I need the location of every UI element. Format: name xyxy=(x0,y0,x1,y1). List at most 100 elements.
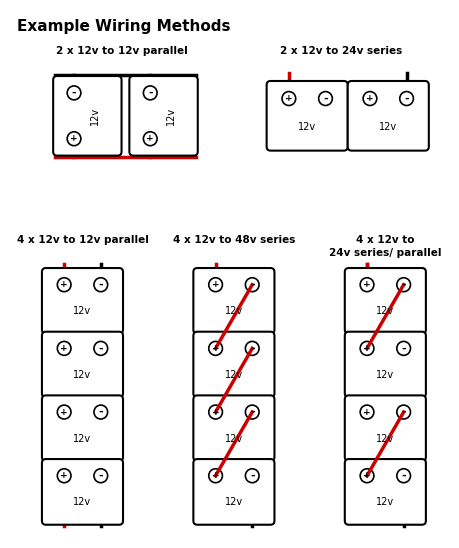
FancyBboxPatch shape xyxy=(42,268,123,334)
Text: 2 x 12v to 24v series: 2 x 12v to 24v series xyxy=(280,46,402,56)
Circle shape xyxy=(57,469,71,483)
Text: 4 x 12v to 48v series: 4 x 12v to 48v series xyxy=(172,235,295,245)
Circle shape xyxy=(359,469,373,483)
Text: 12v: 12v xyxy=(224,306,242,316)
Circle shape xyxy=(94,469,107,483)
Circle shape xyxy=(67,132,81,146)
Text: +: + xyxy=(70,134,78,143)
FancyBboxPatch shape xyxy=(344,395,425,461)
Text: 12v: 12v xyxy=(224,433,242,443)
FancyBboxPatch shape xyxy=(193,332,274,397)
FancyBboxPatch shape xyxy=(193,268,274,334)
Circle shape xyxy=(359,278,373,292)
Text: +: + xyxy=(285,94,292,103)
Text: +: + xyxy=(211,408,219,416)
Circle shape xyxy=(57,405,71,419)
Text: 12v: 12v xyxy=(297,122,315,132)
FancyBboxPatch shape xyxy=(266,81,347,151)
Text: -: - xyxy=(249,471,254,481)
FancyBboxPatch shape xyxy=(344,459,425,525)
FancyBboxPatch shape xyxy=(344,268,425,334)
Circle shape xyxy=(318,92,331,106)
Text: +: + xyxy=(365,94,373,103)
Text: -: - xyxy=(400,279,405,290)
Text: 4 x 12v to 12v parallel: 4 x 12v to 12v parallel xyxy=(17,235,148,245)
Circle shape xyxy=(245,405,258,419)
Circle shape xyxy=(208,405,222,419)
Text: -: - xyxy=(72,88,76,98)
Text: 12v: 12v xyxy=(375,433,393,443)
FancyBboxPatch shape xyxy=(42,395,123,461)
Circle shape xyxy=(396,341,409,355)
Text: -: - xyxy=(98,471,103,481)
Circle shape xyxy=(245,341,258,355)
Text: 12v: 12v xyxy=(166,107,176,125)
FancyBboxPatch shape xyxy=(53,76,121,156)
Text: 12v: 12v xyxy=(378,122,397,132)
Text: +: + xyxy=(211,280,219,289)
Circle shape xyxy=(359,405,373,419)
Text: -: - xyxy=(400,407,405,417)
Text: 12v: 12v xyxy=(375,497,393,507)
Circle shape xyxy=(143,86,157,100)
Circle shape xyxy=(245,278,258,292)
Text: -: - xyxy=(249,344,254,353)
FancyBboxPatch shape xyxy=(193,395,274,461)
Text: 12v: 12v xyxy=(73,306,91,316)
Circle shape xyxy=(396,469,409,483)
Circle shape xyxy=(94,341,107,355)
Circle shape xyxy=(67,86,81,100)
Text: +: + xyxy=(60,344,68,353)
Text: -: - xyxy=(98,407,103,417)
FancyBboxPatch shape xyxy=(42,459,123,525)
Text: +: + xyxy=(60,280,68,289)
Text: -: - xyxy=(323,94,327,104)
Text: -: - xyxy=(249,407,254,417)
Text: +: + xyxy=(60,471,68,480)
Text: +: + xyxy=(363,471,370,480)
Circle shape xyxy=(359,341,373,355)
Circle shape xyxy=(94,278,107,292)
Text: +: + xyxy=(146,134,154,143)
Text: 12v: 12v xyxy=(375,370,393,380)
FancyBboxPatch shape xyxy=(344,332,425,397)
Text: 12v: 12v xyxy=(224,370,242,380)
Text: -: - xyxy=(98,344,103,353)
Text: -: - xyxy=(98,279,103,290)
Circle shape xyxy=(57,341,71,355)
Text: 4 x 12v to
24v series/ parallel: 4 x 12v to 24v series/ parallel xyxy=(328,235,441,258)
Text: -: - xyxy=(400,471,405,481)
Text: 12v: 12v xyxy=(90,107,100,125)
Text: +: + xyxy=(211,344,219,353)
Text: +: + xyxy=(60,408,68,416)
Text: 12v: 12v xyxy=(375,306,393,316)
Circle shape xyxy=(362,92,376,106)
Text: +: + xyxy=(363,280,370,289)
Circle shape xyxy=(208,469,222,483)
Text: +: + xyxy=(211,471,219,480)
Circle shape xyxy=(396,278,409,292)
Text: 12v: 12v xyxy=(73,433,91,443)
Text: 2 x 12v to 12v parallel: 2 x 12v to 12v parallel xyxy=(56,46,187,56)
Text: +: + xyxy=(363,408,370,416)
FancyBboxPatch shape xyxy=(42,332,123,397)
Text: 12v: 12v xyxy=(73,497,91,507)
Circle shape xyxy=(245,469,258,483)
Circle shape xyxy=(94,405,107,419)
Text: -: - xyxy=(403,94,408,104)
Circle shape xyxy=(208,341,222,355)
Text: -: - xyxy=(400,344,405,353)
Text: 12v: 12v xyxy=(224,497,242,507)
Text: 12v: 12v xyxy=(73,370,91,380)
Circle shape xyxy=(399,92,413,106)
Text: -: - xyxy=(249,279,254,290)
Text: Example Wiring Methods: Example Wiring Methods xyxy=(17,19,230,35)
Circle shape xyxy=(208,278,222,292)
Text: -: - xyxy=(148,88,152,98)
Circle shape xyxy=(57,278,71,292)
FancyBboxPatch shape xyxy=(129,76,197,156)
Circle shape xyxy=(281,92,295,106)
FancyBboxPatch shape xyxy=(347,81,428,151)
FancyBboxPatch shape xyxy=(193,459,274,525)
Text: +: + xyxy=(363,344,370,353)
